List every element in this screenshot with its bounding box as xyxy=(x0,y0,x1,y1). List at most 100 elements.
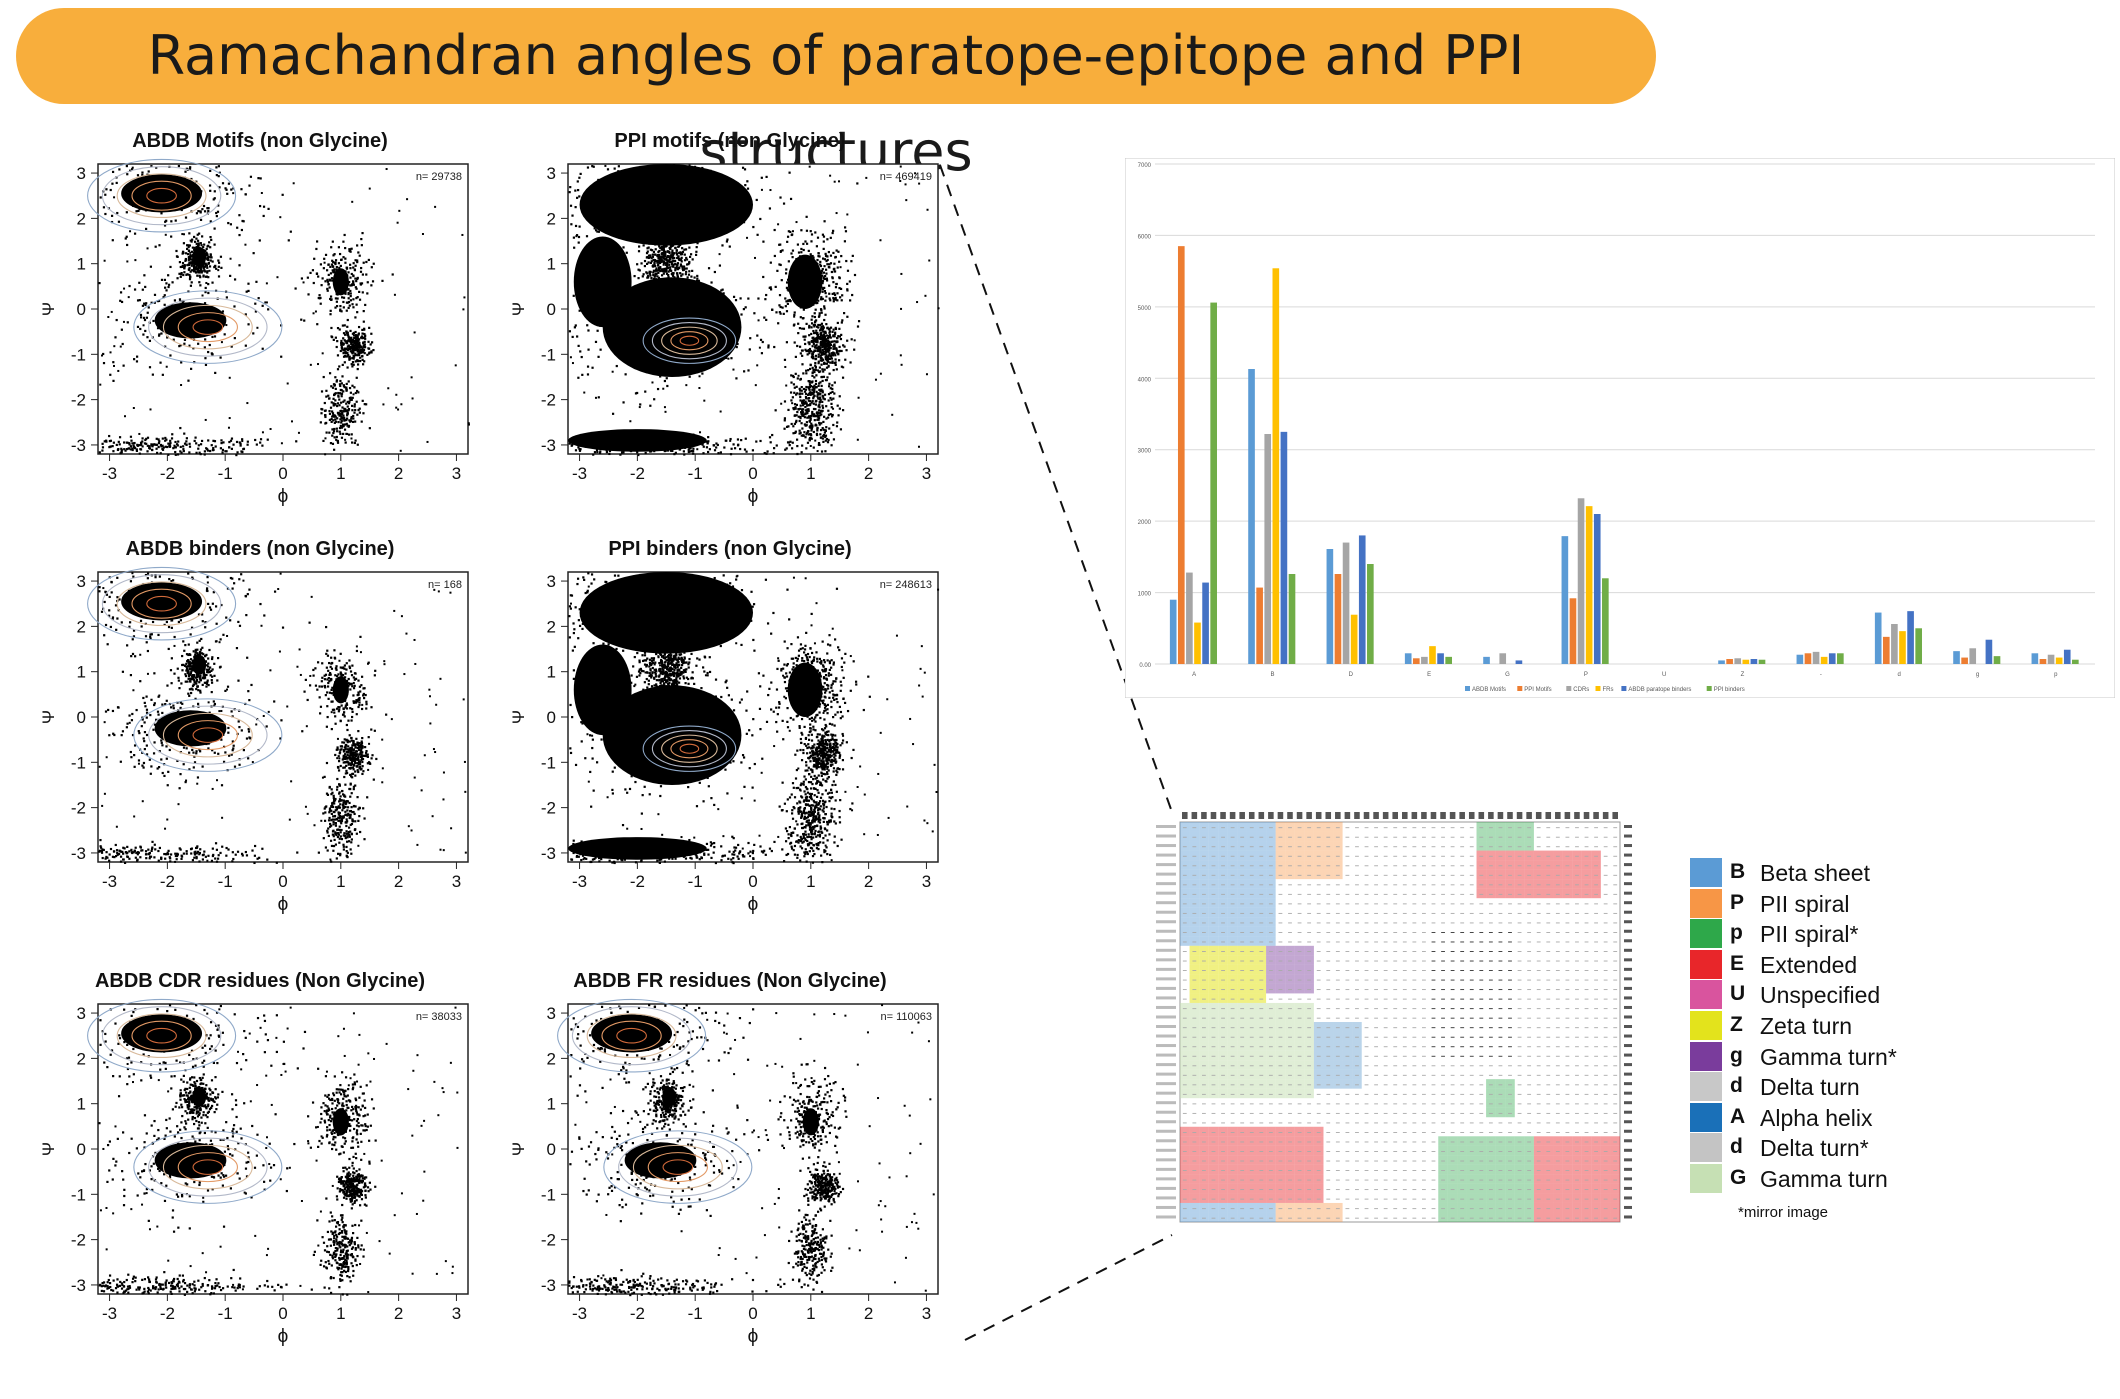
grid-mark xyxy=(1268,855,1273,857)
grid-cell xyxy=(1266,1126,1276,1137)
grid-mark xyxy=(1460,1179,1465,1181)
grid-mark xyxy=(1555,951,1560,952)
grid-mark xyxy=(1498,1093,1503,1095)
grid-mark xyxy=(1603,932,1608,933)
grid-mark xyxy=(1211,1103,1216,1105)
bar-category-11: p xyxy=(2031,649,2079,678)
grid-mark xyxy=(1488,855,1493,857)
grid-mark xyxy=(1240,979,1245,981)
header-mark xyxy=(1574,812,1580,819)
side-mark xyxy=(1156,1110,1176,1114)
side-mark xyxy=(1624,977,1632,981)
grid-mark xyxy=(1268,1208,1273,1210)
grid-mark xyxy=(1546,941,1551,943)
grid-mark xyxy=(1297,1189,1302,1191)
grid-mark xyxy=(1460,855,1465,857)
legend-label: Delta turn xyxy=(1760,1074,1860,1101)
grid-mark xyxy=(1268,1189,1273,1191)
grid-mark xyxy=(1517,827,1522,829)
grid-mark xyxy=(1603,1017,1608,1019)
grid-cell xyxy=(1476,860,1487,870)
grid-mark xyxy=(1211,1189,1216,1191)
grid-mark xyxy=(1536,1170,1541,1171)
grid-mark xyxy=(1364,1103,1369,1105)
grid-mark xyxy=(1364,1151,1369,1152)
grid-mark xyxy=(1393,884,1398,886)
grid-mark xyxy=(1221,903,1225,905)
grid-mark xyxy=(1450,1036,1455,1038)
grid-mark xyxy=(1431,1046,1436,1048)
grid-mark xyxy=(1565,827,1570,829)
grid-mark xyxy=(1182,893,1187,895)
grid-mark xyxy=(1211,1170,1216,1171)
scatter-density xyxy=(591,1014,819,1179)
grid-mark xyxy=(1402,1046,1407,1048)
grid-cell xyxy=(1505,1107,1515,1118)
grid-cell xyxy=(1323,1212,1334,1222)
grid-mark xyxy=(1402,970,1407,971)
legend-item: g Gamma turn* xyxy=(1690,1041,2110,1073)
grid-mark xyxy=(1517,1036,1522,1038)
grid-mark xyxy=(1345,893,1350,895)
grid-mark xyxy=(1488,1036,1493,1038)
grid-cell xyxy=(1304,955,1314,965)
grid-cell xyxy=(1486,869,1496,880)
grid-mark xyxy=(1268,1179,1273,1181)
header-mark xyxy=(1516,812,1523,819)
grid-cell xyxy=(1266,822,1276,832)
grid-mark xyxy=(1508,970,1512,971)
grid-cell xyxy=(1266,1145,1276,1156)
grid-cell xyxy=(1218,860,1228,870)
grid-mark xyxy=(1450,1160,1455,1162)
grid-cell xyxy=(1323,1022,1334,1032)
grid-mark xyxy=(1517,1198,1522,1200)
grid-cell xyxy=(1246,1164,1257,1175)
grid-cell xyxy=(1572,1174,1582,1184)
header-mark xyxy=(1182,812,1188,819)
header-mark xyxy=(1287,812,1293,819)
grid-mark xyxy=(1422,855,1426,857)
legend-item: E Extended xyxy=(1690,949,2110,981)
y-tick-label: 0 xyxy=(77,300,86,319)
x-tick-label: -1 xyxy=(218,1304,233,1323)
grid-mark xyxy=(1575,1065,1579,1067)
grid-cell xyxy=(1237,1031,1247,1042)
grid-mark xyxy=(1335,1074,1340,1076)
grid-mark xyxy=(1326,1036,1331,1038)
grid-mark xyxy=(1374,1008,1378,1010)
grid-mark xyxy=(1192,932,1197,933)
grid-cell xyxy=(1304,1126,1314,1137)
grid-mark xyxy=(1603,960,1608,962)
side-mark xyxy=(1156,939,1176,943)
grid-mark xyxy=(1345,960,1350,962)
grid-mark xyxy=(1259,1074,1264,1076)
grid-cell xyxy=(1294,1164,1305,1175)
grid-mark xyxy=(1508,1198,1512,1200)
grid-mark xyxy=(1249,1151,1254,1152)
grid-mark xyxy=(1450,1074,1455,1076)
grid-mark xyxy=(1268,1074,1273,1076)
grid-cell xyxy=(1180,879,1190,889)
grid-mark xyxy=(1565,941,1570,943)
legend-code: d xyxy=(1730,1074,1743,1098)
grid-cell xyxy=(1581,1193,1592,1203)
grid-mark xyxy=(1498,1189,1503,1191)
grid-cell xyxy=(1266,917,1276,927)
side-mark xyxy=(1624,1110,1632,1114)
grid-mark xyxy=(1202,1170,1206,1171)
grid-mark xyxy=(1316,1179,1321,1181)
grid-mark xyxy=(1335,912,1340,914)
grid-mark xyxy=(1603,941,1608,943)
x-axis-label: ϕ xyxy=(748,1326,759,1347)
grid-mark xyxy=(1584,979,1589,981)
bar xyxy=(1288,574,1296,664)
grid-mark xyxy=(1508,1208,1512,1210)
grid-mark xyxy=(1603,1179,1608,1181)
grid-mark xyxy=(1431,912,1436,914)
grid-mark xyxy=(1460,1055,1465,1057)
grid-mark xyxy=(1249,998,1254,1000)
grid-mark xyxy=(1393,893,1398,895)
grid-mark xyxy=(1450,1084,1455,1086)
grid-cell xyxy=(1352,1031,1362,1042)
grid-mark xyxy=(1374,998,1378,1000)
